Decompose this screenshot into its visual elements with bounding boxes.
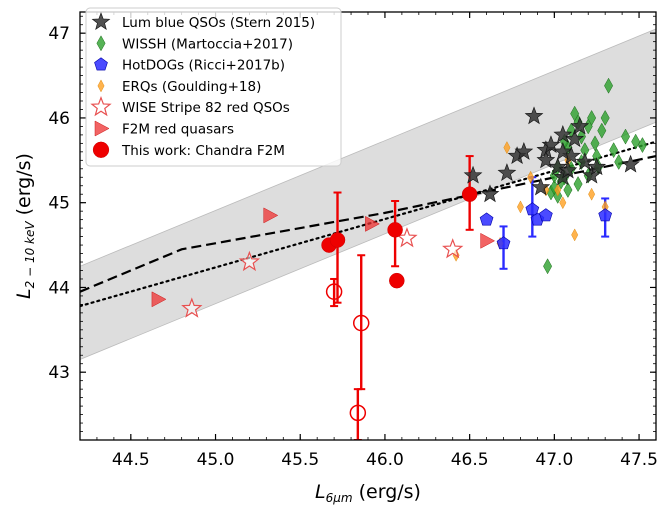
open-point-6-2	[349, 404, 367, 422]
x-tick-label-6: 47.5	[620, 450, 658, 470]
x-label-sub: 6μm	[326, 491, 353, 505]
y-tick-label-1: 44	[48, 278, 70, 298]
legend-marker-0	[91, 12, 111, 30]
point-5-2	[365, 215, 380, 232]
x-label-main: L	[315, 481, 326, 503]
x-label-unit: (erg/s)	[353, 481, 421, 503]
point-6-2	[387, 222, 403, 238]
legend-marker-1	[96, 35, 106, 52]
y-label-sub: 2 − 10 keV	[23, 221, 37, 289]
legend-label-3: ERQs (Goulding+18)	[122, 79, 261, 95]
point-4-1	[238, 250, 261, 272]
point-3-0	[479, 212, 494, 226]
relation-band	[80, 28, 656, 360]
svg-text:L6μm (erg/s): L6μm (erg/s)	[315, 481, 421, 505]
y-tick-label-4: 47	[48, 24, 70, 44]
point-0-28	[549, 167, 559, 184]
legend-marker-3	[97, 79, 105, 93]
point-5-3	[480, 232, 496, 249]
point-0-22	[621, 128, 630, 145]
open-point-6-0	[325, 283, 343, 300]
legend-label-0: Lum blue QSOs (Stern 2015)	[122, 15, 315, 31]
point-0-21	[614, 153, 624, 171]
point-2-6	[531, 177, 551, 196]
point-3-5	[598, 208, 612, 222]
point-0-20	[609, 142, 619, 159]
markers	[151, 77, 647, 422]
point-0-24	[637, 137, 647, 154]
point-3-2	[525, 202, 540, 216]
legend-label-6: This work: Chandra F2M	[121, 143, 285, 159]
x-tick-label-3: 46.0	[366, 450, 404, 470]
point-0-27	[573, 176, 583, 193]
y-axis-label: L2 − 10 keV (erg/s)	[13, 153, 37, 299]
point-1-8	[571, 228, 579, 242]
point-0-18	[600, 109, 610, 126]
point-0-17	[597, 122, 607, 139]
point-0-14	[587, 109, 597, 126]
legend-label-1: WISSH (Martoccia+2017)	[122, 36, 293, 52]
point-2-4	[514, 141, 534, 160]
plot-area	[80, 28, 656, 440]
point-5-1	[263, 207, 279, 224]
open-point-6-1	[352, 314, 370, 332]
legend-label-4: WISE Stripe 82 red QSOs	[122, 100, 290, 116]
point-2-17	[575, 152, 595, 170]
point-3-4	[539, 208, 553, 222]
point-2-1	[480, 184, 500, 203]
point-2-8	[536, 150, 556, 169]
legend-label-2: HotDOGs (Ricci+2017b)	[122, 58, 285, 74]
point-2-5	[524, 106, 544, 125]
relation-dashed	[80, 155, 656, 293]
point-2-12	[553, 125, 573, 143]
svg-text:L2 − 10 keV (erg/s): L2 − 10 keV (erg/s)	[13, 153, 37, 299]
point-2-18	[582, 165, 601, 184]
point-2-10	[548, 157, 568, 176]
point-1-3	[517, 200, 524, 214]
point-0-23	[631, 133, 641, 150]
legend-label-5: F2M red quasars	[122, 122, 234, 138]
legend-marker-6	[92, 141, 110, 158]
x-tick-label-5: 47.0	[535, 450, 573, 470]
y-tick-label-0: 43	[48, 363, 70, 383]
point-1-9	[588, 187, 596, 201]
legend: Lum blue QSOs (Stern 2015) WISSH (Martocc…	[85, 7, 342, 167]
legend-marker-5	[94, 120, 110, 137]
x-tick-label-2: 45.5	[281, 450, 319, 470]
point-2-16	[570, 116, 590, 135]
point-1-4	[527, 170, 535, 184]
point-1-6	[559, 196, 567, 210]
point-0-6	[563, 181, 573, 198]
point-2-2	[497, 163, 517, 182]
point-2-21	[553, 141, 573, 160]
point-0-0	[543, 258, 553, 275]
y-label-main: L	[13, 288, 35, 299]
point-4-0	[181, 297, 203, 318]
point-3-1	[496, 236, 511, 250]
point-2-13	[558, 160, 578, 179]
point-1-5	[554, 183, 562, 197]
point-0-19	[604, 77, 614, 94]
point-2-19	[587, 157, 607, 176]
y-tick-label-3: 46	[48, 109, 70, 129]
point-2-20	[621, 154, 640, 173]
point-6-1	[329, 232, 346, 248]
x-axis-label: L6μm (erg/s)	[315, 481, 421, 505]
x-tick-label-1: 45.0	[197, 450, 235, 470]
x-tick-label-4: 46.5	[451, 450, 489, 470]
point-0-15	[590, 135, 600, 152]
point-2-15	[565, 129, 585, 148]
legend-marker-4	[90, 95, 112, 117]
point-1-2	[503, 141, 511, 155]
point-6-3	[389, 272, 405, 289]
point-2-0	[463, 165, 483, 184]
point-5-0	[151, 291, 167, 308]
x-tick-label-0: 44.5	[112, 450, 150, 470]
legend-marker-2	[94, 57, 108, 71]
point-4-3	[442, 238, 464, 259]
y-tick-label-2: 45	[48, 194, 70, 214]
point-6-4	[461, 186, 478, 202]
y-label-unit: (erg/s)	[13, 153, 35, 221]
